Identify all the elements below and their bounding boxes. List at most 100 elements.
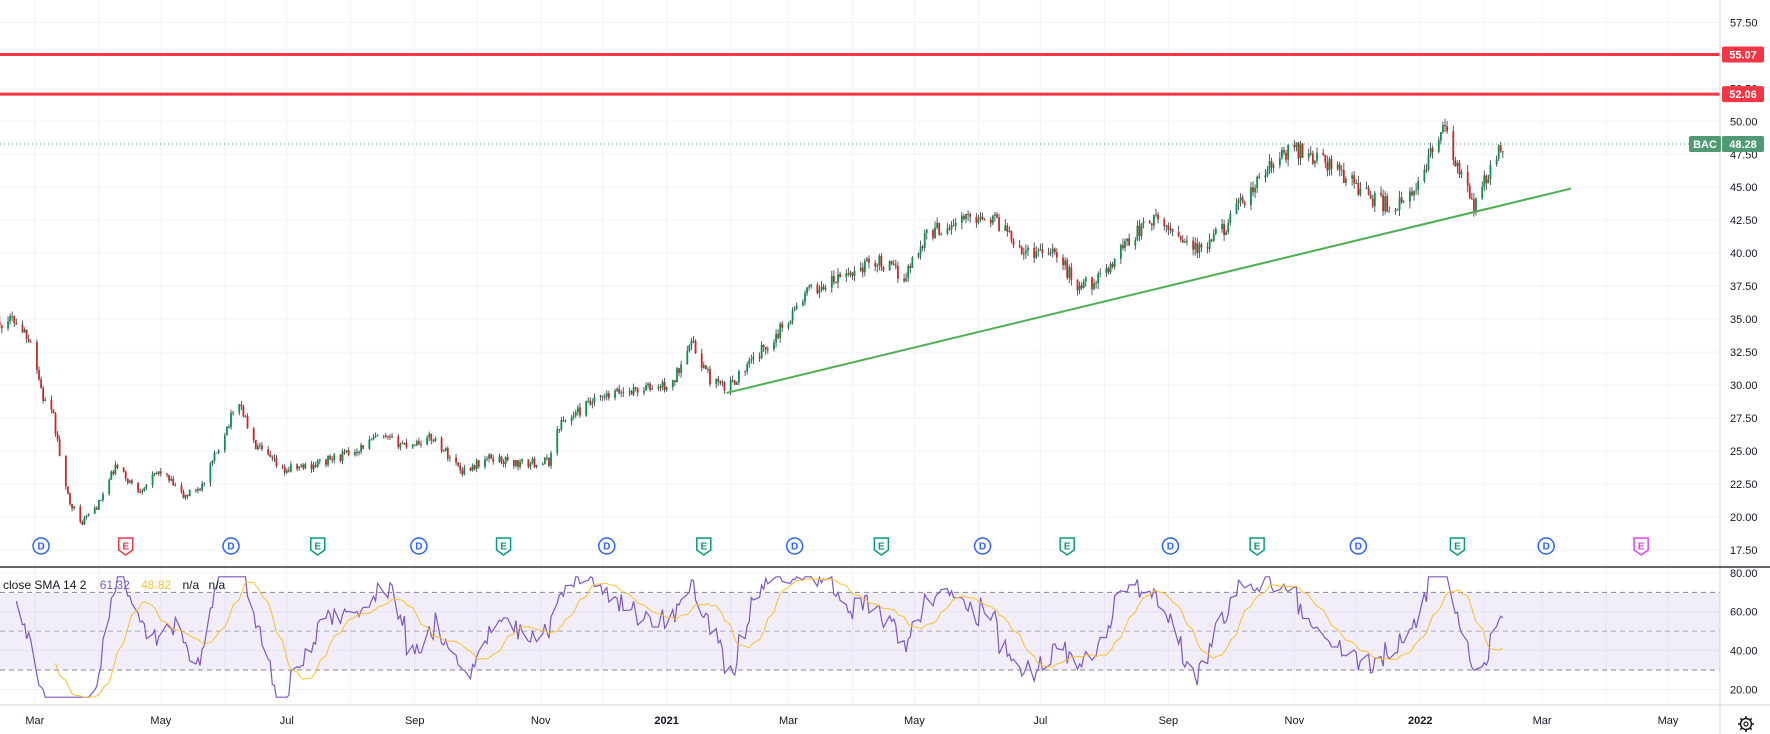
- earnings-marker[interactable]: E: [117, 537, 134, 556]
- dividend-circle: [785, 537, 804, 555]
- candle: [347, 447, 350, 457]
- candle: [678, 367, 680, 377]
- candle-body: [599, 395, 602, 398]
- dividend-marker[interactable]: D: [1537, 537, 1555, 555]
- candle: [444, 447, 447, 452]
- candle: [1400, 191, 1403, 205]
- candle: [1384, 191, 1387, 215]
- candle-body: [1307, 153, 1310, 158]
- candle: [603, 393, 606, 401]
- earnings-marker[interactable]: E: [1633, 537, 1649, 556]
- candle-body: [1035, 251, 1038, 258]
- candle-body: [7, 321, 9, 329]
- rsi-legend[interactable]: close SMA 14 2 61.32 48.82 n/a n/a: [3, 578, 226, 592]
- candle: [810, 284, 813, 289]
- candle-body: [998, 217, 1000, 231]
- candle: [339, 454, 342, 463]
- earnings-marker[interactable]: E: [1249, 537, 1265, 556]
- candle: [42, 385, 45, 404]
- candle: [1446, 120, 1448, 134]
- candle: [659, 384, 662, 392]
- candle: [533, 456, 536, 469]
- candle: [634, 386, 637, 392]
- candle-body: [343, 451, 346, 453]
- settings-gear-icon[interactable]: [1738, 716, 1754, 732]
- candle-body: [647, 383, 649, 386]
- trend-line[interactable]: [726, 187, 1572, 394]
- dividend-marker[interactable]: D: [32, 537, 50, 555]
- earnings-marker[interactable]: E: [696, 537, 712, 556]
- time-tick-label: Jul: [280, 715, 294, 727]
- candle: [851, 272, 854, 280]
- earnings-shape: [495, 537, 512, 556]
- candle-body: [244, 416, 247, 418]
- dividend-marker[interactable]: D: [410, 537, 428, 555]
- candle-body: [890, 260, 893, 264]
- candle: [1281, 146, 1283, 160]
- candle: [1053, 247, 1056, 256]
- candle: [1138, 219, 1141, 242]
- candle: [343, 448, 346, 455]
- candle-body: [23, 329, 26, 333]
- dividend-marker[interactable]: D: [222, 537, 240, 555]
- candle: [217, 449, 220, 455]
- candle: [773, 339, 775, 352]
- candle-body: [560, 420, 563, 430]
- candle: [719, 380, 722, 386]
- earnings-shape: [873, 537, 890, 556]
- candle: [1338, 162, 1341, 177]
- candle-body: [1373, 192, 1376, 207]
- dividend-marker[interactable]: D: [973, 537, 992, 555]
- dividend-marker[interactable]: D: [1349, 537, 1368, 555]
- candle-body: [384, 435, 387, 437]
- candle-body: [587, 400, 590, 402]
- candle: [15, 318, 18, 325]
- horizontal-lines[interactable]: [0, 52, 1720, 96]
- candle: [707, 367, 709, 374]
- candle: [671, 379, 674, 391]
- candle-body: [1342, 170, 1345, 183]
- candle-body: [492, 458, 495, 462]
- candle-body: [329, 456, 332, 460]
- candle-body: [793, 308, 796, 311]
- candle-body: [153, 473, 156, 475]
- earnings-marker[interactable]: E: [1449, 537, 1466, 556]
- candle-body: [9, 316, 11, 322]
- candle-body: [166, 473, 168, 475]
- candle-body: [157, 471, 160, 474]
- trend-line-segment[interactable]: [726, 187, 1572, 394]
- dividend-marker[interactable]: D: [598, 537, 616, 555]
- candle: [201, 480, 204, 493]
- dividend-circle: [973, 537, 992, 555]
- candle-body: [758, 356, 761, 359]
- candle-body: [273, 457, 276, 459]
- candle-body: [159, 471, 162, 474]
- candle: [936, 217, 939, 230]
- candle-body: [79, 506, 82, 522]
- candle-body: [907, 266, 910, 279]
- candle-body: [128, 480, 131, 483]
- candle-body: [97, 500, 100, 510]
- dividend-marker[interactable]: D: [1161, 537, 1180, 555]
- candle: [298, 466, 301, 472]
- earnings-marker[interactable]: E: [495, 537, 512, 556]
- candle: [403, 442, 406, 446]
- candle: [397, 433, 400, 450]
- candle-body: [729, 379, 732, 391]
- dividend-marker[interactable]: D: [785, 537, 804, 555]
- candle: [1150, 223, 1153, 231]
- candle: [1254, 184, 1256, 199]
- candle: [215, 452, 218, 454]
- candle: [1340, 165, 1343, 176]
- candle-body: [1460, 171, 1463, 175]
- candle-body: [975, 216, 978, 223]
- candle-body: [1283, 149, 1285, 153]
- candle: [1004, 219, 1007, 231]
- earnings-marker[interactable]: E: [1059, 537, 1075, 556]
- candle-body: [981, 216, 984, 220]
- candle: [880, 253, 883, 272]
- earnings-marker[interactable]: E: [873, 537, 890, 556]
- earnings-marker[interactable]: E: [309, 537, 326, 556]
